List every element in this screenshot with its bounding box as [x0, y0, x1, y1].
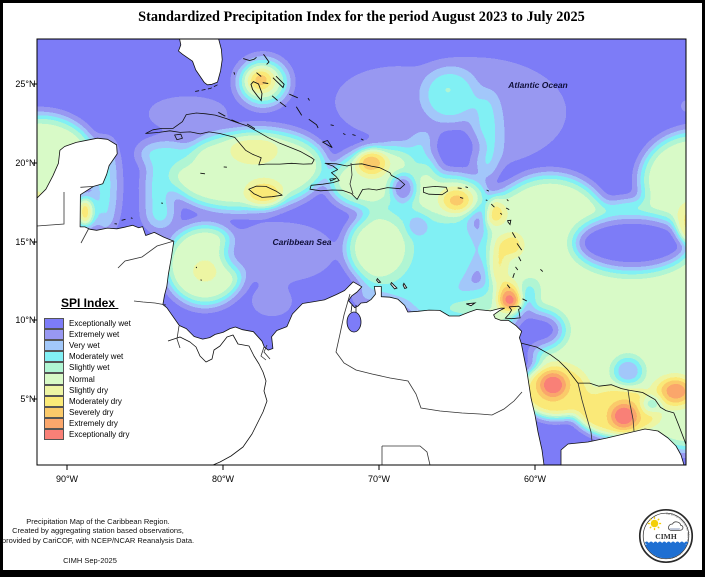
svg-text:Caribbean Sea: Caribbean Sea — [272, 237, 331, 247]
svg-text:70°W: 70°W — [368, 474, 391, 484]
svg-text:15°N: 15°N — [15, 237, 35, 247]
svg-text:25°N: 25°N — [15, 79, 35, 89]
svg-text:10°N: 10°N — [15, 315, 35, 325]
svg-text:60°W: 60°W — [524, 474, 547, 484]
svg-text:20°N: 20°N — [15, 158, 35, 168]
svg-text:CIMH: CIMH — [655, 532, 677, 541]
svg-text:Atlantic Ocean: Atlantic Ocean — [507, 80, 568, 90]
svg-text:5°N: 5°N — [20, 394, 35, 404]
svg-text:80°W: 80°W — [212, 474, 235, 484]
svg-text:90°W: 90°W — [56, 474, 79, 484]
